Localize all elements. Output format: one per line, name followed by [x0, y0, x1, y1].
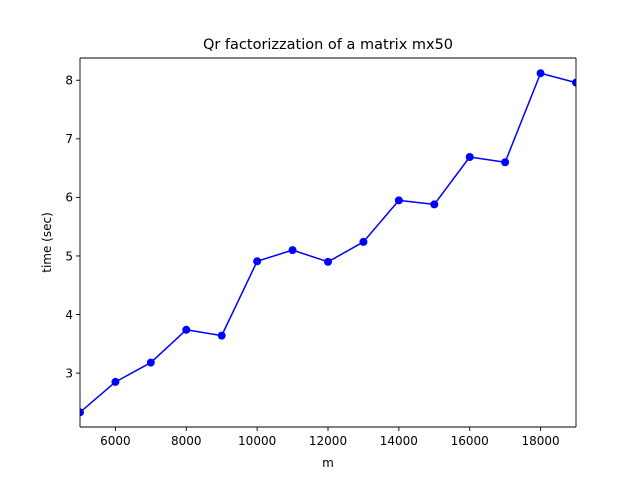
data-point [217, 331, 226, 340]
x-tick-label: 8000 [171, 434, 202, 448]
chart-title: Qr factorizzation of a matrix mx50 [203, 37, 453, 53]
x-tick-label: 12000 [309, 434, 347, 448]
y-tick-label: 7 [65, 132, 73, 146]
data-point [359, 237, 368, 246]
data-point [324, 257, 332, 266]
axes-layer: 6000 8000 10000 12000 14000 16000 18000 3 4 5 6 7 8 [65, 57, 577, 448]
data-point [572, 78, 576, 87]
data-point [146, 358, 155, 367]
x-tick-label: 10000 [238, 434, 276, 448]
data-point [253, 257, 262, 266]
x-axis-label: m [322, 456, 334, 470]
data-point [536, 69, 545, 78]
data-point [182, 325, 191, 334]
plot-area [80, 58, 576, 427]
x-tick-label: 18000 [521, 434, 559, 448]
y-axis-label: time (sec) [40, 212, 54, 273]
y-tick-label: 6 [65, 191, 73, 205]
x-tick-label: 16000 [451, 434, 489, 448]
data-point [465, 152, 474, 161]
y-tick-label: 5 [65, 249, 73, 263]
data-point [111, 377, 120, 386]
data-point [394, 196, 403, 205]
data-point [80, 408, 84, 417]
y-tick-label: 8 [65, 74, 73, 88]
data-point [430, 200, 439, 209]
x-tick-label: 14000 [380, 434, 418, 448]
y-tick-label: 4 [65, 308, 73, 322]
y-tick-label: 3 [65, 366, 73, 380]
data-point [501, 158, 510, 167]
data-point [288, 246, 297, 255]
series-layer [80, 69, 576, 417]
x-tick-label: 6000 [100, 434, 131, 448]
